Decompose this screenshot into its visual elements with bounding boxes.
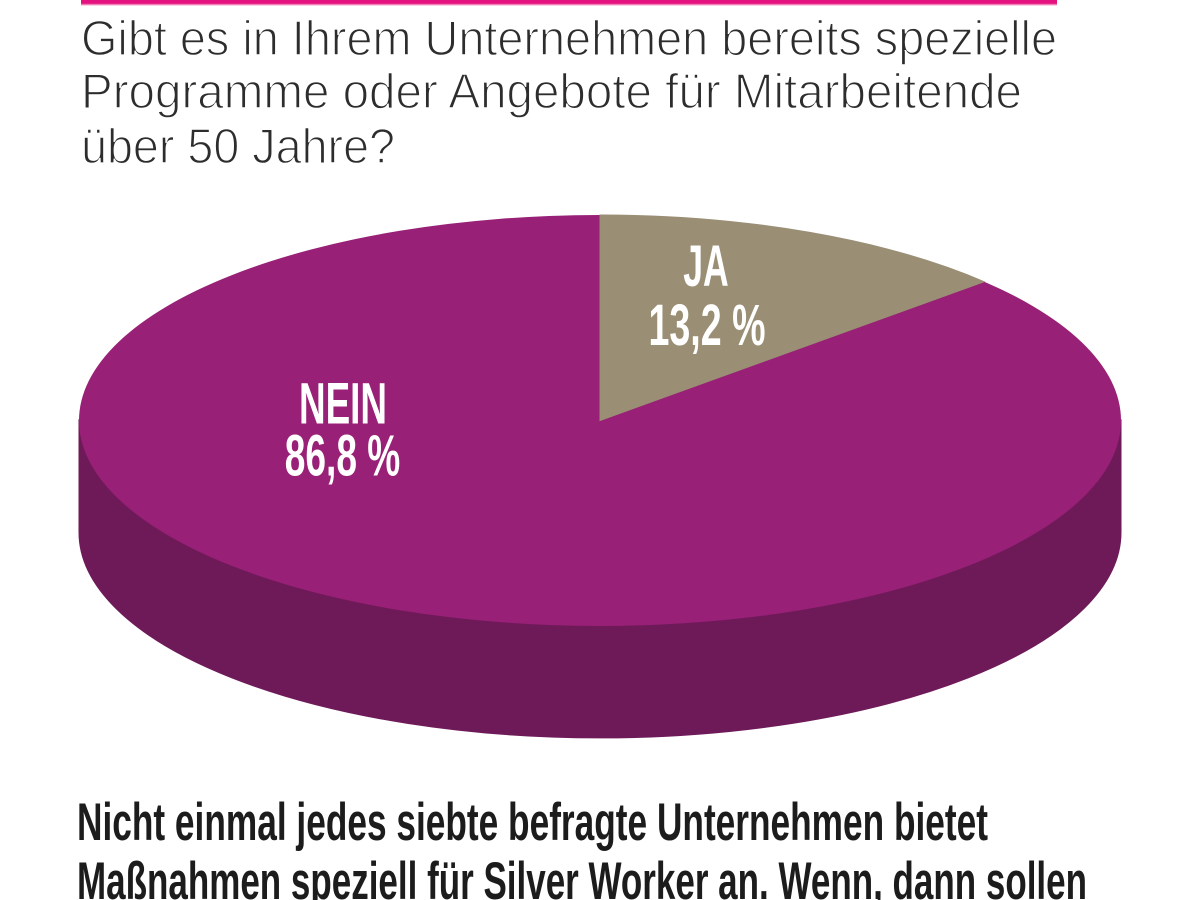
svg-text:Gibt es in Ihrem Unternehmen b: Gibt es in Ihrem Unternehmen bereits spe… <box>81 11 1057 66</box>
svg-text:Maßnahmen speziell für Silver: Maßnahmen speziell für Silver Worker an.… <box>77 852 1087 900</box>
svg-text:JA: JA <box>683 234 729 299</box>
svg-text:Programme oder Angebote für Mi: Programme oder Angebote für Mitarbeitend… <box>81 64 1022 119</box>
svg-text:über 50 Jahre?: über 50 Jahre? <box>81 119 395 174</box>
svg-text:Nicht einmal jedes siebte befr: Nicht einmal jedes siebte befragte Unter… <box>77 793 988 852</box>
svg-text:86,8 %: 86,8 % <box>285 424 401 489</box>
svg-text:NEIN: NEIN <box>299 372 387 437</box>
svg-text:13,2 %: 13,2 % <box>649 293 766 358</box>
